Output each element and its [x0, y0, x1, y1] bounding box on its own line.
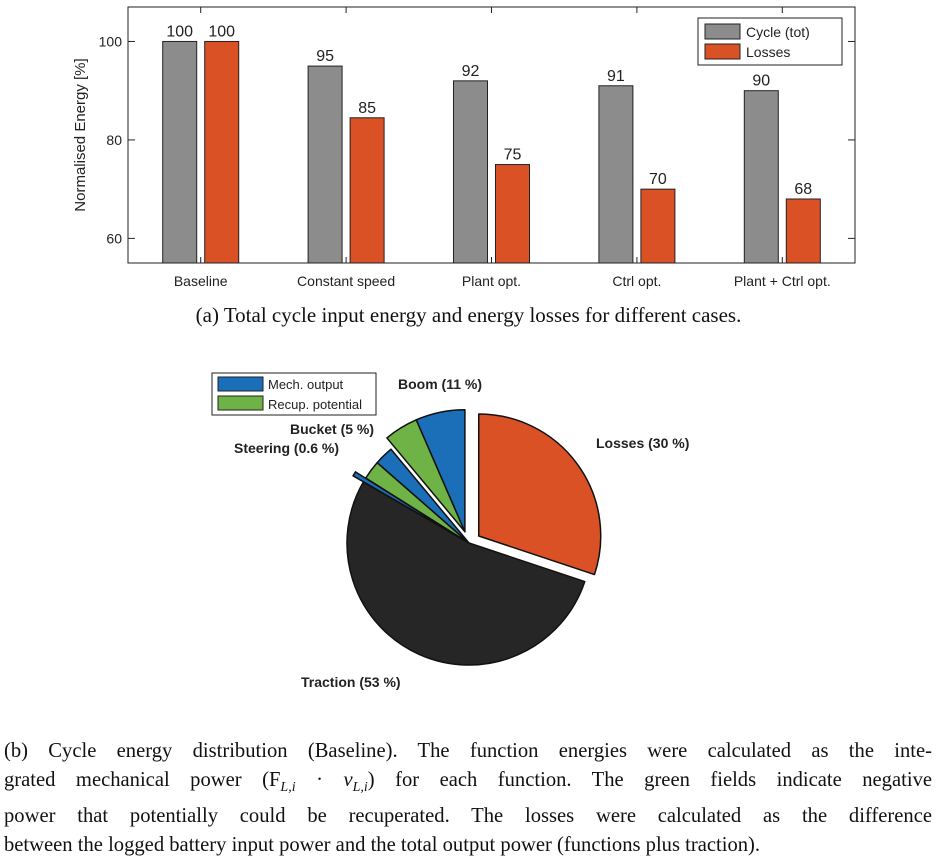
- data-label-losses-0: 100: [208, 23, 235, 40]
- bar-cycle-2: [453, 80, 488, 264]
- x-tick-label-1: Constant speed: [297, 273, 395, 289]
- legend-swatch-mech: [217, 376, 264, 392]
- data-label-cycle-0: 100: [166, 23, 193, 40]
- bar-chart: 60 80 100 100 100 95 85 92 75 91 70 90 68 Baseline C…: [72, 6, 856, 289]
- data-label-cycle-1: 95: [316, 48, 334, 65]
- pie-label-boom: Boom (11 %): [398, 376, 482, 392]
- bar-losses-2: [495, 164, 530, 264]
- x-tick-label-0: Baseline: [174, 273, 228, 289]
- caption-b-dot: ·: [316, 769, 323, 791]
- caption-b-line-1: (b) Cycle energy distribution (Baseline)…: [4, 740, 932, 762]
- data-label-losses-4: 68: [794, 181, 812, 198]
- x-tick-label-2: Plant opt.: [462, 273, 521, 289]
- bar-losses-0: [204, 40, 240, 264]
- legend-label-losses: Losses: [746, 44, 790, 60]
- pie-slices: [346, 408, 602, 666]
- y-tick-label-80: 80: [106, 132, 122, 148]
- legend-swatch-recup: [217, 395, 264, 411]
- legend-label-recup: Recup. potential: [268, 397, 362, 412]
- y-axis-label: Normalised Energy [%]: [72, 58, 89, 211]
- data-label-losses-1: 85: [358, 100, 376, 117]
- bar-cycle-0: [162, 40, 198, 264]
- legend-swatch-cycle: [704, 23, 741, 40]
- pie-chart: Mech. output Recup. potential Boom (11 %…: [211, 372, 689, 690]
- pie-label-traction: Traction (53 %): [301, 674, 401, 690]
- x-tick-label-4: Plant + Ctrl opt.: [734, 273, 831, 289]
- pie-label-losses: Losses (30 %): [596, 435, 689, 451]
- data-label-losses-3: 70: [649, 171, 667, 188]
- caption-b-sub-2: L,i: [352, 780, 368, 796]
- caption-b-line-2-start: grated mechanical power (F: [4, 769, 281, 791]
- bar-losses-3: [640, 188, 676, 264]
- caption-b-v: v: [343, 769, 353, 791]
- y-axis-ticks: 60 80 100: [99, 33, 855, 246]
- caption-b-line-2-end: for each function. The green fields indi…: [374, 769, 933, 791]
- pie-slice-4-mech: [415, 408, 466, 533]
- legend-label-mech: Mech. output: [268, 377, 344, 392]
- bar-losses-4: [785, 198, 821, 264]
- pie-legend: Mech. output Recup. potential: [211, 372, 377, 416]
- y-tick-label-100: 100: [99, 33, 123, 49]
- caption-b-line-3: power that potentially could be recupera…: [4, 805, 932, 828]
- bar-cycle-4: [743, 90, 779, 264]
- bar-legend: Cycle (tot) Losses: [697, 17, 843, 66]
- caption-a: (a) Total cycle input energy and energy …: [195, 303, 742, 327]
- data-label-cycle-2: 92: [462, 63, 480, 80]
- data-label-losses-2: 75: [504, 147, 522, 164]
- bar-marks: 100 100 95 85 92 75 91 70 90 68: [162, 23, 821, 264]
- pie-slice-3-mech: [376, 448, 470, 544]
- legend-swatch-losses: [704, 43, 741, 60]
- caption-b: (b) Cycle energy distribution (Baseline)…: [4, 737, 932, 860]
- bar-cycle-3: [598, 85, 634, 264]
- x-tick-label-3: Ctrl opt.: [612, 273, 661, 289]
- caption-b-line-4: between the logged battery input power a…: [4, 834, 761, 857]
- pie-slice-1: [346, 481, 586, 666]
- caption-b-close: ): [367, 769, 375, 791]
- legend-label-cycle: Cycle (tot): [746, 24, 810, 40]
- pie-slice-0: [477, 413, 602, 576]
- bar-cycle-1: [307, 65, 343, 264]
- data-label-cycle-4: 90: [752, 73, 770, 90]
- caption-b-sub-1: L,i: [280, 780, 296, 796]
- y-tick-label-60: 60: [106, 230, 122, 246]
- pie-label-bucket: Bucket (5 %): [290, 421, 374, 437]
- pie-label-steering: Steering (0.6 %): [234, 440, 339, 456]
- caption-b-line-2: grated mechanical power (FL,i · vL,i) fo…: [4, 766, 932, 802]
- data-label-cycle-3: 91: [607, 68, 625, 85]
- x-axis-tick-labels: Baseline Constant speed Plant opt. Ctrl opt…: [174, 7, 831, 289]
- bar-losses-1: [349, 117, 385, 264]
